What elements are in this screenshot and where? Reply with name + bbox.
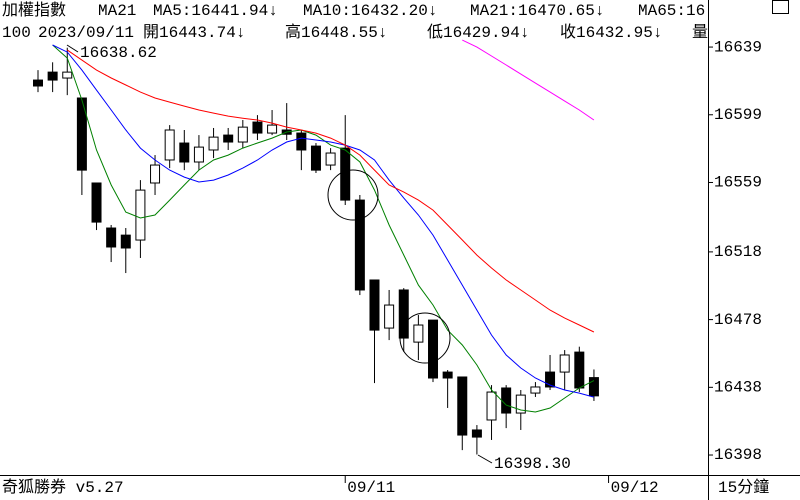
candle-body xyxy=(574,351,585,389)
annotation: 16638.62 xyxy=(80,44,157,62)
ma-line xyxy=(67,49,595,333)
ma-line xyxy=(52,44,595,413)
annotation: 16398.30 xyxy=(494,455,571,473)
footer-right: 15分鐘 xyxy=(718,478,769,497)
candle-body xyxy=(369,279,380,331)
y-tick-label: 16518 xyxy=(714,243,762,261)
candle-body xyxy=(252,121,263,134)
footer-left: 奇狐勝券 v5.27 xyxy=(2,478,124,497)
candle-body xyxy=(442,371,453,379)
y-tick-label: 16438 xyxy=(714,379,762,397)
y-tick-label: 16559 xyxy=(714,174,762,192)
candle-body xyxy=(501,387,512,414)
legend-entry: MA10:16432.20↓ xyxy=(303,2,437,20)
candle-body xyxy=(120,234,131,249)
x-tick-label: 09/12 xyxy=(611,479,659,497)
candle-body xyxy=(471,429,482,438)
candle-body xyxy=(310,145,321,171)
candle-body xyxy=(545,371,556,388)
highlight-circle xyxy=(327,169,379,221)
candle-body xyxy=(515,394,526,414)
candle-body xyxy=(413,324,424,343)
candle-body xyxy=(486,391,497,421)
candle-body xyxy=(150,164,161,184)
title: 加權指數 xyxy=(2,1,66,20)
candle-body xyxy=(106,227,117,248)
annotation-leader xyxy=(66,44,79,53)
candle-body xyxy=(76,97,87,171)
candle-body xyxy=(325,152,336,166)
candle-body xyxy=(384,304,395,329)
info-text: 收16432.95↓ xyxy=(560,23,662,42)
candle-body xyxy=(296,132,307,151)
info-text: 量 xyxy=(692,24,708,42)
y-tick-label: 16639 xyxy=(714,38,762,56)
info-text: 開16443.74↓ xyxy=(143,24,245,42)
candle-body xyxy=(33,79,43,87)
annotation-leader xyxy=(477,454,493,464)
candle-body xyxy=(164,129,175,161)
info-text: 2023/09/11 xyxy=(38,24,134,42)
candle-body xyxy=(559,354,570,373)
info-text: 低16429.94↓ xyxy=(427,23,529,42)
candle-body xyxy=(179,142,190,163)
y-tick-label: 16398 xyxy=(714,446,762,464)
candle-body xyxy=(135,189,146,241)
y-tick-label: 16478 xyxy=(714,311,762,329)
candle-body xyxy=(47,71,58,81)
ma-line xyxy=(462,39,595,121)
candle-body xyxy=(530,386,541,394)
plot-area xyxy=(33,39,599,455)
candle-body xyxy=(62,71,73,79)
legend-entry: MA5:16441.94↓ xyxy=(153,2,278,20)
info-text: 高16448.55↓ xyxy=(285,23,387,42)
candle-body xyxy=(398,289,409,339)
candle-body xyxy=(208,136,219,151)
highlight-circle xyxy=(399,312,451,364)
candle-body xyxy=(354,199,365,291)
candle-body xyxy=(428,319,439,379)
x-tick-label: 09/11 xyxy=(347,479,395,497)
candle-body xyxy=(457,376,468,436)
indicator: MA21 xyxy=(98,2,136,20)
info-text: 100 xyxy=(2,24,31,42)
window-button[interactable] xyxy=(772,0,789,14)
candle-body xyxy=(588,377,599,397)
candle-body xyxy=(193,146,204,163)
legend-entry: MA65:16 xyxy=(638,2,705,20)
candle-body xyxy=(91,182,102,223)
candle-body xyxy=(267,124,278,134)
y-tick-label: 16599 xyxy=(714,106,762,124)
candle-body xyxy=(340,147,351,201)
candle-body xyxy=(237,126,248,143)
candle-body xyxy=(223,134,234,143)
ma-line xyxy=(52,44,595,398)
legend-entry: MA21:16470.65↓ xyxy=(470,2,604,20)
